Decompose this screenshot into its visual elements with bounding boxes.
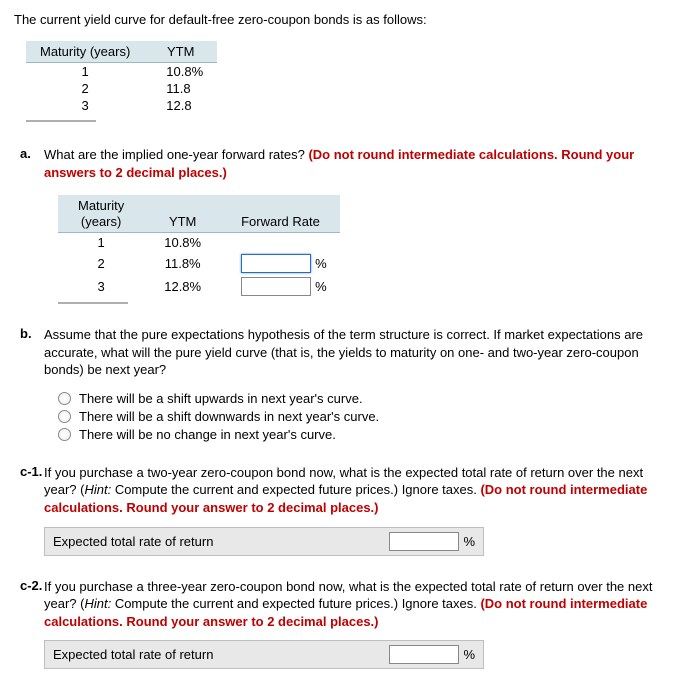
cell: 3 (58, 275, 144, 298)
table-row: 1 10.8% (26, 63, 217, 81)
fwd-header-ytm: YTM (144, 195, 221, 233)
radio-icon (58, 428, 71, 441)
table-row: 3 12.8 (26, 97, 217, 114)
divider (58, 302, 128, 304)
question-c2: c-2. If you purchase a three-year zero-c… (14, 578, 664, 670)
c1-answer-label: Expected total rate of return (53, 534, 213, 549)
forward-rate-input-3[interactable] (241, 277, 311, 296)
c1-answer-bar: Expected total rate of return % (44, 527, 484, 556)
cell (221, 233, 340, 253)
question-a: a. What are the implied one-year forward… (14, 146, 664, 304)
cell: 2 (26, 80, 144, 97)
cell: 10.8% (144, 63, 217, 81)
table-row: 3 12.8% % (58, 275, 340, 298)
question-c1: c-1. If you purchase a two-year zero-cou… (14, 464, 664, 556)
pct-label: % (463, 647, 475, 662)
intro-text: The current yield curve for default-free… (14, 12, 664, 27)
cell: 2 (58, 252, 144, 275)
c1-text2: Compute the current and expected future … (111, 482, 480, 497)
radio-option-1[interactable]: There will be a shift upwards in next ye… (58, 391, 664, 406)
option-label: There will be no change in next year's c… (79, 427, 336, 442)
option-label: There will be a shift downwards in next … (79, 409, 379, 424)
option-label: There will be a shift upwards in next ye… (79, 391, 363, 406)
cell: 1 (26, 63, 144, 81)
hint-label: Hint: (84, 482, 111, 497)
c1-return-input[interactable] (389, 532, 459, 551)
cell: 3 (26, 97, 144, 114)
forward-table: Maturity (years) YTM Forward Rate 1 10.8… (58, 195, 340, 298)
table-row: 2 11.8% % (58, 252, 340, 275)
cell: 12.8% (144, 275, 221, 298)
radio-option-3[interactable]: There will be no change in next year's c… (58, 427, 664, 442)
ytm-table: Maturity (years) YTM 1 10.8% 2 11.8 3 12… (26, 41, 217, 114)
cell: 12.8 (144, 97, 217, 114)
table-row: 1 10.8% (58, 233, 340, 253)
cell: 10.8% (144, 233, 221, 253)
question-b: b. Assume that the pure expectations hyp… (14, 326, 664, 442)
marker-b: b. (20, 326, 32, 341)
c2-text2: Compute the current and expected future … (111, 596, 480, 611)
hint-label: Hint: (84, 596, 111, 611)
fwd-header-fwd: Forward Rate (221, 195, 340, 233)
ytm-header-ytm: YTM (144, 41, 217, 63)
forward-rate-input-2[interactable] (241, 254, 311, 273)
b-options: There will be a shift upwards in next ye… (58, 391, 664, 442)
c2-return-input[interactable] (389, 645, 459, 664)
ytm-header-maturity: Maturity (years) (26, 41, 144, 63)
cell: 11.8% (144, 252, 221, 275)
pct-label: % (463, 534, 475, 549)
b-text: Assume that the pure expectations hypoth… (44, 326, 664, 379)
radio-icon (58, 392, 71, 405)
cell: 1 (58, 233, 144, 253)
radio-icon (58, 410, 71, 423)
table-row: 2 11.8 (26, 80, 217, 97)
c2-answer-label: Expected total rate of return (53, 647, 213, 662)
fwd-header-maturity: Maturity (years) (58, 195, 144, 233)
pct-label: % (315, 256, 327, 271)
marker-c2: c-2. (20, 578, 42, 593)
hdr: Maturity (78, 198, 124, 213)
radio-option-2[interactable]: There will be a shift downwards in next … (58, 409, 664, 424)
pct-label: % (315, 279, 327, 294)
cell: 11.8 (144, 80, 217, 97)
marker-a: a. (20, 146, 31, 161)
hdr: (years) (81, 214, 121, 229)
a-text: What are the implied one-year forward ra… (44, 147, 308, 162)
divider (26, 120, 96, 122)
c2-answer-bar: Expected total rate of return % (44, 640, 484, 669)
marker-c1: c-1. (20, 464, 42, 479)
